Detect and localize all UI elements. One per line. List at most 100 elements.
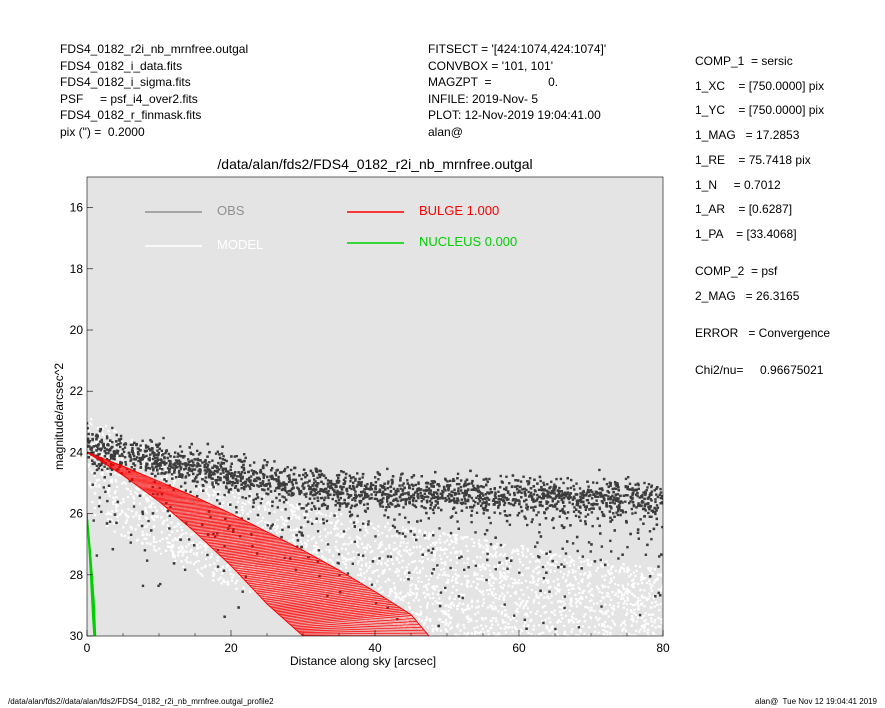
model-point bbox=[108, 434, 111, 437]
model-point bbox=[195, 488, 198, 491]
model-point bbox=[454, 633, 457, 636]
obs-point bbox=[313, 478, 316, 481]
model-point bbox=[417, 580, 420, 583]
model-point bbox=[474, 573, 477, 576]
obs-point bbox=[434, 491, 438, 494]
obs-point bbox=[583, 520, 587, 523]
model-point bbox=[220, 527, 224, 530]
model-point bbox=[263, 557, 266, 560]
model-point bbox=[622, 593, 626, 597]
model-point bbox=[620, 566, 623, 569]
model-point bbox=[646, 637, 648, 639]
model-point bbox=[209, 519, 212, 522]
model-point bbox=[445, 539, 449, 542]
model-point bbox=[260, 519, 263, 523]
obs-point bbox=[404, 492, 407, 495]
obs-point bbox=[563, 606, 566, 610]
model-point bbox=[249, 570, 252, 573]
obs-point bbox=[377, 472, 380, 475]
model-point bbox=[386, 564, 389, 567]
model-point bbox=[363, 523, 366, 526]
model-point bbox=[203, 565, 206, 569]
model-point bbox=[94, 482, 97, 485]
model-point bbox=[648, 613, 651, 616]
model-point bbox=[572, 651, 574, 653]
model-point bbox=[87, 462, 89, 465]
model-point bbox=[431, 630, 434, 633]
model-point bbox=[294, 507, 297, 510]
obs-point bbox=[438, 484, 441, 488]
model-point bbox=[427, 578, 430, 581]
model-point bbox=[555, 560, 558, 564]
obs-point bbox=[381, 492, 384, 495]
obs-point bbox=[253, 479, 257, 483]
obs-point bbox=[357, 553, 360, 556]
obs-point bbox=[156, 449, 159, 452]
model-point bbox=[605, 595, 608, 598]
model-point bbox=[449, 606, 453, 609]
model-point bbox=[260, 574, 263, 578]
model-point bbox=[431, 530, 435, 533]
model-point bbox=[217, 508, 221, 511]
model-point bbox=[466, 575, 469, 578]
model-point bbox=[396, 535, 399, 538]
obs-point bbox=[321, 496, 324, 500]
model-point bbox=[320, 595, 324, 599]
model-point bbox=[505, 613, 508, 616]
model-point bbox=[367, 566, 370, 570]
obs-point bbox=[464, 502, 467, 505]
obs-point bbox=[241, 475, 244, 478]
model-point bbox=[614, 658, 616, 660]
model-point bbox=[500, 612, 503, 616]
obs-point bbox=[500, 494, 503, 497]
model-point bbox=[634, 651, 636, 653]
obs-point bbox=[637, 537, 641, 540]
model-point bbox=[377, 525, 380, 528]
model-point bbox=[646, 634, 650, 636]
model-point bbox=[563, 602, 566, 606]
model-point bbox=[343, 532, 346, 536]
model-point bbox=[167, 513, 170, 516]
obs-point bbox=[324, 490, 327, 493]
model-point bbox=[487, 640, 489, 642]
model-point bbox=[133, 450, 137, 453]
obs-point bbox=[313, 493, 316, 496]
model-point bbox=[393, 586, 396, 589]
obs-point bbox=[599, 495, 603, 498]
model-point bbox=[614, 582, 617, 586]
model-point bbox=[318, 530, 322, 534]
obs-point bbox=[96, 434, 100, 437]
model-point bbox=[580, 560, 583, 563]
obs-point bbox=[505, 475, 508, 478]
model-point bbox=[160, 531, 163, 534]
model-point bbox=[644, 619, 647, 622]
model-point bbox=[503, 594, 506, 597]
obs-point bbox=[271, 504, 274, 508]
model-point bbox=[350, 592, 353, 595]
model-point bbox=[434, 625, 437, 628]
model-point bbox=[376, 529, 380, 533]
model-point bbox=[635, 569, 638, 572]
model-point bbox=[272, 570, 275, 573]
model-point bbox=[379, 592, 382, 595]
model-point bbox=[499, 572, 502, 575]
model-point bbox=[552, 580, 555, 583]
obs-point bbox=[459, 485, 463, 489]
obs-point bbox=[322, 502, 325, 505]
model-point bbox=[340, 611, 343, 614]
model-point bbox=[303, 572, 306, 576]
obs-point bbox=[624, 477, 628, 481]
model-point bbox=[236, 509, 239, 513]
model-point bbox=[613, 622, 616, 625]
model-point bbox=[447, 581, 450, 584]
obs-point bbox=[363, 494, 367, 497]
model-point bbox=[449, 551, 453, 554]
obs-point bbox=[236, 481, 239, 485]
model-point bbox=[290, 510, 293, 513]
model-point bbox=[244, 569, 248, 572]
model-point bbox=[456, 574, 459, 577]
model-point bbox=[622, 602, 625, 605]
model-point bbox=[238, 537, 241, 541]
obs-point bbox=[372, 483, 375, 487]
model-point bbox=[419, 610, 422, 613]
